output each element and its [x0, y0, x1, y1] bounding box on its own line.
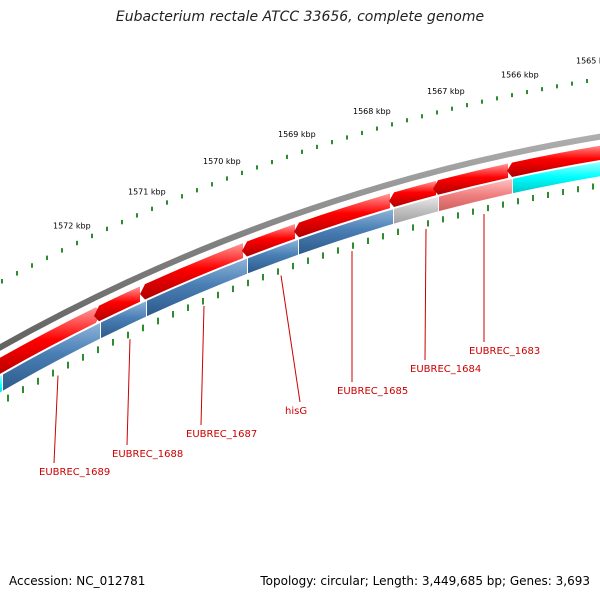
reverse-gene-9 [513, 162, 600, 194]
kbp-tick-label: 1570 kbp [203, 157, 241, 166]
map-title: Eubacterium rectale ATCC 33656, complete… [115, 9, 485, 25]
gene-label: EUBREC_1683 [469, 346, 540, 357]
kbp-tick-label: 1567 kbp [427, 87, 465, 96]
reverse-gene-7 [394, 196, 438, 224]
reverse-gene-1 [0, 375, 2, 393]
gene-label: EUBREC_1688 [112, 449, 183, 460]
feature-layer [0, 133, 600, 393]
gene-label: EUBREC_1687 [186, 429, 257, 440]
gene-label-leader [53, 375, 59, 464]
forward-gene-5 [294, 193, 390, 238]
reverse-gene-3 [101, 301, 146, 339]
kbp-tick-label: 1569 kbp [278, 130, 316, 139]
genome-summary-text: Topology: circular; Length: 3,449,685 bp… [260, 574, 590, 588]
gene-label: EUBREC_1685 [337, 386, 408, 397]
gene-label-leader [126, 339, 131, 446]
accession-text: Accession: NC_012781 [9, 574, 146, 588]
label-layer: 1565 kbp 1566 kbp 1567 kbp 1568 kbp 1569 kbp… [39, 57, 600, 478]
forward-gene-6 [389, 180, 436, 207]
gene-label: EUBREC_1689 [39, 467, 110, 478]
kbp-tick-label: 1571 kbp [128, 187, 166, 196]
gene-label: hisG [285, 406, 307, 417]
gene-label-leader [280, 275, 301, 403]
kbp-tick-label: 1565 kbp [576, 57, 600, 66]
kbp-tick-label: 1566 kbp [501, 70, 539, 79]
reverse-gene-4 [147, 258, 247, 317]
forward-gene-2 [94, 286, 140, 322]
reverse-gene-5 [248, 239, 298, 274]
kbp-tick-label: 1572 kbp [53, 222, 91, 231]
forward-gene-1 [0, 307, 101, 374]
forward-gene-7 [433, 163, 508, 195]
forward-gene-4 [242, 223, 295, 257]
forward-gene-3 [140, 243, 243, 300]
gene-label: EUBREC_1684 [410, 364, 481, 375]
gene-label-leader [200, 305, 205, 426]
kbp-tick-label: 1568 kbp [353, 107, 391, 116]
reverse-gene-8 [439, 179, 512, 212]
forward-gene-8 [507, 145, 600, 177]
tick-layer [1, 79, 594, 402]
gene-label-leader [424, 228, 427, 361]
reverse-gene-6 [299, 209, 393, 255]
reverse-gene-2 [3, 323, 100, 391]
